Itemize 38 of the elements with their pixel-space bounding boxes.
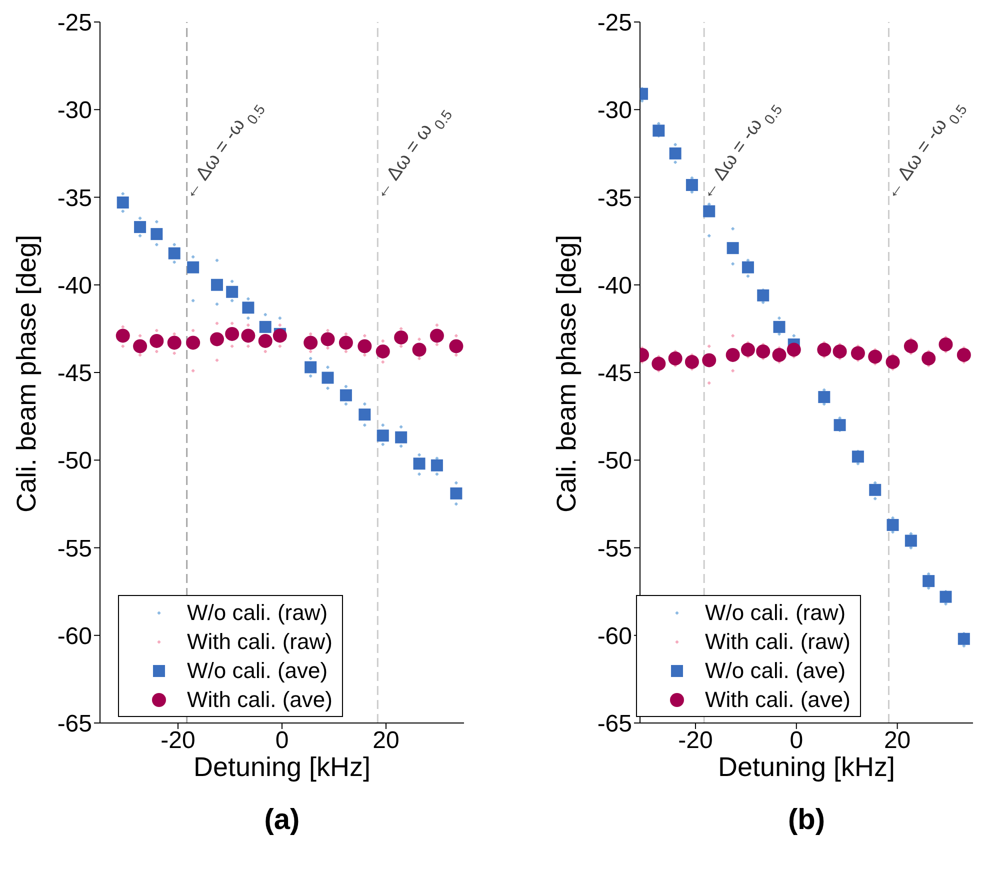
x-tick-label: -20 [160, 727, 196, 754]
y-tick-label: -35 [597, 184, 632, 212]
text: (b) [786, 804, 826, 837]
x-tick-label: 0 [275, 727, 289, 754]
y-tick-label: -65 [597, 710, 632, 738]
x-axis-title: Detuning [kHz] [193, 752, 371, 782]
y-tick-label: -55 [597, 535, 632, 562]
x-tick-label: 20 [372, 727, 400, 754]
legend-label: W/o cali. (ave) [705, 657, 846, 685]
x-tick-label: 0 [790, 727, 804, 754]
legend-label: W/o cali. (raw) [187, 599, 328, 627]
y-tick-label: -25 [57, 10, 92, 37]
y-tick-label: -35 [57, 184, 92, 212]
y-tick-label: -60 [597, 622, 632, 650]
y-tick-label: -30 [57, 97, 92, 124]
y-tick-label: -50 [597, 448, 632, 475]
x-tick-label: -20 [678, 727, 713, 754]
legend-label: With cali. (ave) [187, 686, 332, 714]
text: (a) [263, 804, 301, 837]
y-axis-title: Cali. beam phase [deg] [12, 234, 42, 512]
y-tick-label: -25 [597, 10, 632, 37]
legend-label: With cali. (raw) [705, 628, 850, 656]
y-tick-label: -40 [597, 272, 632, 300]
legend-label: W/o cali. (ave) [187, 657, 328, 685]
y-tick-label: -45 [57, 360, 92, 388]
legend-label: W/o cali. (raw) [705, 599, 846, 627]
legend-label: With cali. (ave) [705, 686, 850, 714]
legend-label: With cali. (raw) [187, 628, 332, 656]
y-tick-label: -55 [57, 535, 92, 562]
x-axis-title: Detuning [kHz] [718, 752, 896, 782]
x-tick-label: 20 [884, 727, 911, 754]
y-tick-label: -40 [57, 272, 92, 300]
y-tick-label: -50 [57, 448, 92, 475]
y-axis-title: Cali. beam phase [deg] [552, 234, 582, 512]
y-tick-label: -60 [57, 622, 92, 650]
y-tick-label: -65 [57, 710, 92, 738]
y-tick-label: -30 [597, 97, 632, 124]
y-tick-label: -45 [597, 360, 632, 388]
